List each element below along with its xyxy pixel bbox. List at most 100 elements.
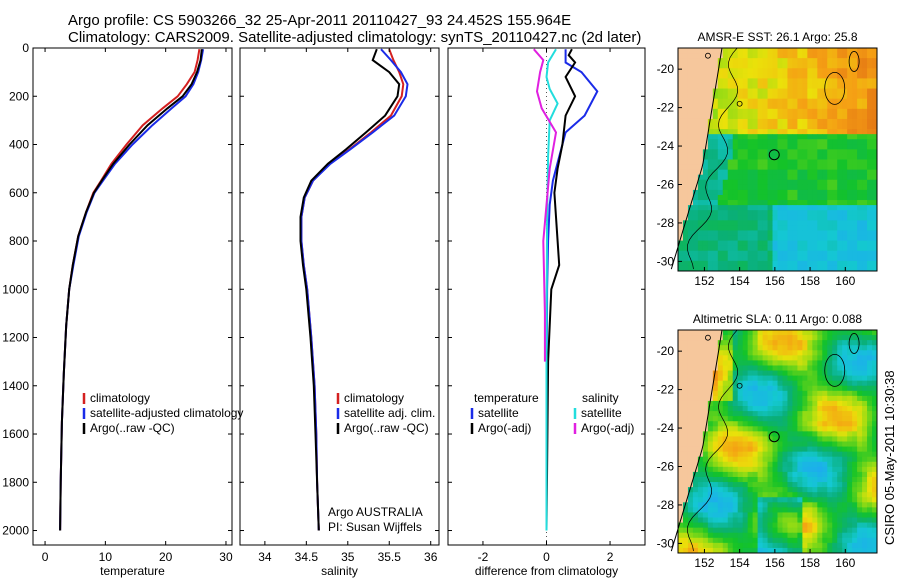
map-cell bbox=[782, 93, 788, 100]
map-cell bbox=[822, 93, 828, 100]
map-cell bbox=[857, 98, 863, 105]
map-cell bbox=[767, 461, 774, 468]
map-cell bbox=[737, 492, 744, 498]
map-cell bbox=[712, 220, 719, 226]
map-cell bbox=[772, 220, 778, 226]
map-cell bbox=[777, 360, 783, 366]
map-cell bbox=[797, 245, 803, 252]
map-cell bbox=[802, 411, 808, 417]
map-cell bbox=[678, 360, 684, 366]
map-cell bbox=[762, 169, 769, 176]
map-cell bbox=[857, 512, 863, 519]
map-cell bbox=[707, 446, 714, 453]
map-cell bbox=[772, 93, 778, 100]
map-cell bbox=[847, 225, 853, 231]
map-cell bbox=[722, 103, 729, 110]
map-cell bbox=[792, 134, 798, 140]
map-cell bbox=[707, 73, 714, 79]
map-cell bbox=[697, 482, 704, 488]
map-cell bbox=[867, 255, 873, 262]
map-cell bbox=[742, 416, 749, 422]
map-cell bbox=[782, 456, 788, 463]
map-cell bbox=[857, 441, 863, 448]
map-cell bbox=[692, 487, 699, 493]
map-cell bbox=[702, 108, 709, 115]
map-cell bbox=[747, 527, 754, 534]
map-cell bbox=[867, 139, 873, 145]
map-cell bbox=[697, 370, 704, 377]
map-cell bbox=[872, 446, 878, 453]
map-cell bbox=[762, 512, 769, 519]
map-cell bbox=[762, 482, 769, 488]
map-cell bbox=[702, 88, 709, 95]
map-cell bbox=[847, 380, 853, 387]
map-cell bbox=[732, 441, 739, 448]
map-cell bbox=[847, 230, 853, 237]
map-cell bbox=[812, 461, 818, 468]
map-cell bbox=[787, 154, 793, 160]
map-cell bbox=[712, 205, 719, 211]
map-cell bbox=[807, 512, 813, 519]
map-cell bbox=[707, 240, 714, 247]
map-cell bbox=[832, 466, 838, 473]
map-cell bbox=[757, 245, 764, 252]
map-cell bbox=[727, 395, 734, 402]
map-cell bbox=[832, 169, 838, 176]
map-cell bbox=[678, 149, 684, 155]
map-cell bbox=[727, 335, 734, 341]
map-cell bbox=[682, 512, 689, 519]
map-cell bbox=[802, 144, 808, 150]
map-cell bbox=[862, 245, 868, 252]
map-cell bbox=[747, 375, 754, 382]
map-cell bbox=[807, 436, 813, 442]
map-cell bbox=[727, 385, 734, 392]
map-cell bbox=[832, 487, 838, 493]
map-cell bbox=[727, 406, 734, 412]
map-cell bbox=[817, 189, 823, 196]
map-cell bbox=[817, 108, 823, 115]
island-outline bbox=[705, 52, 711, 59]
map-cell bbox=[762, 446, 769, 453]
map-cell bbox=[757, 63, 764, 69]
map-cell bbox=[782, 421, 788, 427]
map-cell bbox=[682, 194, 689, 201]
map-cell bbox=[697, 93, 704, 100]
map-cell bbox=[787, 144, 793, 150]
map-cell bbox=[747, 446, 754, 453]
map-cell bbox=[727, 416, 734, 422]
map-cell bbox=[682, 436, 689, 442]
map-cell bbox=[837, 416, 843, 422]
map-cell bbox=[867, 73, 873, 79]
map-cell bbox=[697, 83, 704, 90]
map-cell bbox=[752, 169, 759, 176]
map-cell bbox=[787, 93, 793, 100]
map-cell bbox=[687, 411, 694, 417]
map-cell bbox=[742, 164, 749, 171]
map-cell bbox=[682, 411, 689, 417]
map-cell bbox=[792, 335, 798, 341]
map-cell bbox=[837, 547, 843, 554]
map-cell bbox=[747, 330, 754, 336]
map-cell bbox=[812, 340, 818, 346]
map-cell bbox=[802, 375, 808, 382]
map-cell bbox=[757, 471, 764, 478]
map-cell bbox=[857, 230, 863, 237]
map-cell bbox=[822, 98, 828, 105]
map-cell bbox=[712, 532, 719, 539]
map-cell bbox=[787, 390, 793, 397]
map-cell bbox=[737, 487, 744, 493]
map-cell bbox=[692, 83, 699, 90]
map-cell bbox=[842, 113, 848, 120]
map-cell bbox=[777, 88, 783, 95]
map-cell bbox=[732, 476, 739, 483]
map-cell bbox=[747, 385, 754, 392]
map-cell bbox=[762, 53, 769, 59]
map-cell bbox=[732, 345, 739, 351]
map-cell bbox=[832, 53, 838, 59]
map-cell bbox=[797, 88, 803, 95]
map-cell bbox=[777, 184, 783, 191]
map-cell bbox=[797, 330, 803, 336]
map-cell bbox=[782, 507, 788, 513]
island-outline bbox=[736, 382, 743, 389]
map-cell bbox=[678, 83, 684, 90]
